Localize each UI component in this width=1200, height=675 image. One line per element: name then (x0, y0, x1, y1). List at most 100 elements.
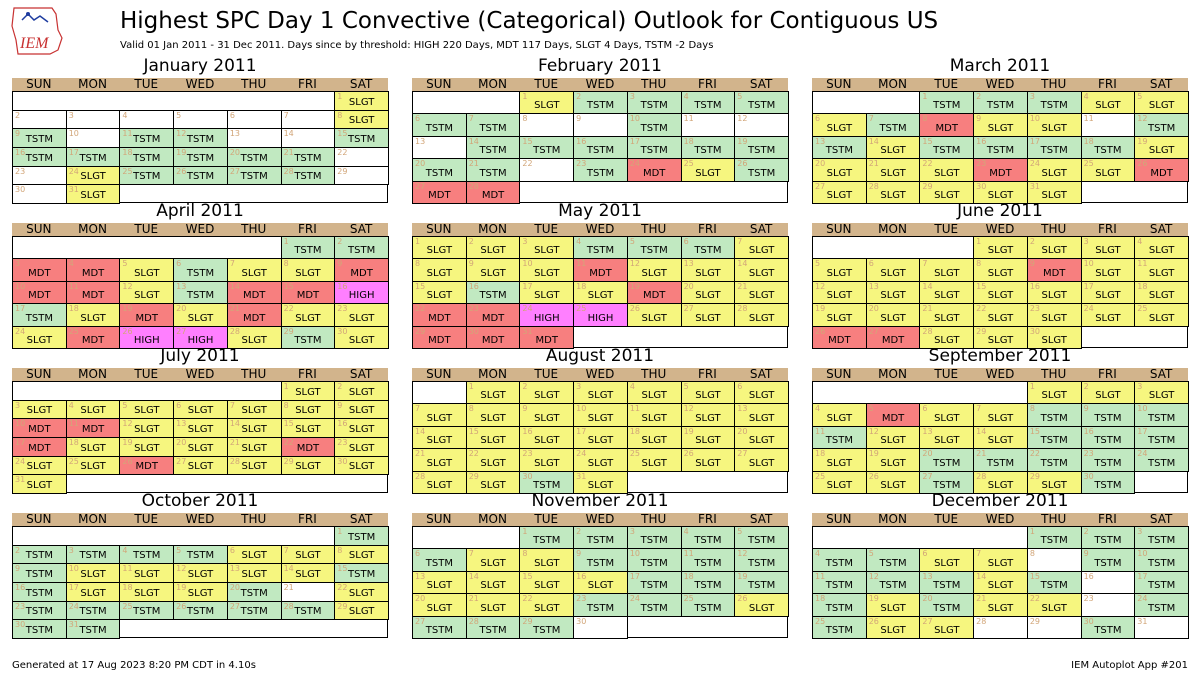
day-number: 16 (1083, 571, 1094, 581)
day-number: 25 (122, 166, 133, 176)
outlook-label: SLGT (1041, 167, 1067, 179)
day-number: 25 (815, 471, 826, 481)
outlook-label: SLGT (880, 312, 906, 324)
outlook-label: SLGT (880, 457, 906, 469)
day-cell: 2 TSTM (973, 91, 1028, 115)
day-number: 16 (337, 281, 348, 291)
day-cell: 11 (680, 113, 736, 137)
outlook-label: SLGT (348, 334, 375, 346)
outlook-label: TSTM (825, 557, 853, 569)
outlook-label: TSTM (240, 587, 268, 599)
day-cell: 2 (12, 109, 67, 130)
day-cell: 6 TSTM (680, 236, 736, 260)
day-number: 22 (468, 449, 479, 459)
day-cell: 24 HIGH (519, 303, 575, 327)
day-number: 29 (976, 326, 987, 336)
month-title: January 2011 (143, 56, 257, 76)
day-number: 16 (576, 136, 587, 146)
outlook-label: MDT (428, 312, 451, 324)
day-cell: 2 SLGT (334, 381, 389, 401)
day-cell: 21 TSTM (280, 147, 336, 167)
weekday-label: THU (241, 222, 267, 236)
day-cell: 4 SLGT (1080, 91, 1136, 115)
day-number: 2 (1083, 527, 1089, 536)
outlook-label: SLGT (480, 435, 506, 447)
day-number: 10 (68, 129, 79, 139)
day-cell: 3 (65, 109, 121, 130)
weekday-label: FRI (698, 512, 717, 526)
day-number: 10 (522, 259, 533, 269)
day-cell: 25 MDT (65, 325, 121, 349)
day-number: 18 (122, 148, 133, 157)
day-cell: 11 (1080, 113, 1136, 137)
day-number: 18 (815, 594, 826, 604)
outlook-label: SLGT (1041, 312, 1067, 324)
outlook-label: SLGT (426, 267, 453, 279)
day-cell: 7 SLGT (973, 548, 1028, 572)
day-cell: 31 (1134, 615, 1189, 639)
day-number: 20 (868, 304, 879, 314)
outlook-label: SLGT (987, 334, 1014, 346)
day-cell: 25 SLGT (1134, 303, 1189, 327)
weekday-label: MON (478, 77, 507, 91)
outlook-label: SLGT (187, 312, 214, 324)
outlook-label: TSTM (586, 245, 615, 257)
day-cell: 16 TSTM (12, 582, 67, 602)
day-number: 21 (868, 159, 879, 169)
outlook-label: TSTM (1040, 435, 1068, 447)
day-number: 14 (229, 419, 241, 429)
weekday-header: SUN MON TUE WED THU FRI SAT (12, 78, 388, 91)
outlook-label: TSTM (1148, 557, 1176, 569)
day-number: 7 (868, 114, 874, 124)
day-cell: 24 TSTM (1134, 448, 1189, 472)
day-cell: 26 TSTM (734, 158, 789, 182)
day-cell: 23 SLGT (334, 303, 389, 327)
weekday-label: WED (585, 512, 615, 526)
weekday-label: WED (585, 77, 615, 91)
day-number: 1 (1029, 527, 1035, 536)
outlook-label: MDT (81, 334, 105, 346)
outlook-label: SLGT (695, 167, 721, 179)
day-number: 5 (1137, 92, 1143, 101)
day-number: 13 (737, 404, 748, 414)
day-number: 8 (283, 400, 289, 410)
day-cell: 9 MDT (334, 258, 389, 282)
outlook-label: SLGT (1041, 245, 1067, 257)
day-cell: 13 SLGT (412, 570, 467, 595)
day-cell: 23 SLGT (519, 448, 575, 472)
outlook-label: TSTM (933, 580, 961, 592)
day-cell: 7 SLGT (919, 258, 975, 282)
day-cell: 16 TSTM (573, 135, 628, 160)
day-cell: 3 SLGT (1080, 236, 1136, 260)
outlook-label: SLGT (26, 461, 53, 473)
day-cell: 27 SLGT (734, 448, 789, 472)
day-cell: 18 TSTM (680, 570, 736, 595)
day-cell: 10 SLGT (1026, 113, 1082, 137)
outlook-label: SLGT (587, 390, 614, 402)
day-number: 19 (176, 583, 187, 592)
day-number: 11 (576, 259, 587, 269)
weekday-label: SAT (349, 367, 373, 381)
outlook-label: SLGT (1095, 245, 1121, 257)
weekday-label: TUE (134, 367, 159, 381)
day-number: 15 (976, 281, 987, 291)
day-cell: 14 (280, 128, 336, 148)
day-cell: 19 MDT (119, 303, 175, 327)
day-number: 18 (629, 426, 641, 436)
outlook-label: SLGT (241, 550, 267, 562)
weekday-header: SUN MON TUE WED THU FRI SAT (812, 513, 1188, 526)
weekday-label: TUE (934, 77, 959, 91)
weekday-label: SUN (826, 367, 852, 381)
outlook-label: TSTM (586, 167, 615, 179)
day-cell: 5 SLGT (1134, 91, 1189, 115)
outlook-label: TSTM (186, 267, 215, 279)
day-number: 12 (868, 426, 879, 436)
outlook-label: SLGT (1148, 390, 1175, 402)
outlook-label: SLGT (695, 412, 721, 424)
day-cell: 23 (1080, 593, 1136, 617)
day-cell: 30 (573, 615, 628, 639)
weekday-label: WED (185, 512, 215, 526)
day-number: 28 (229, 456, 241, 466)
day-cell: 22 MDT (280, 437, 336, 457)
weekday-header: SUN MON TUE WED THU FRI SAT (812, 368, 1188, 381)
